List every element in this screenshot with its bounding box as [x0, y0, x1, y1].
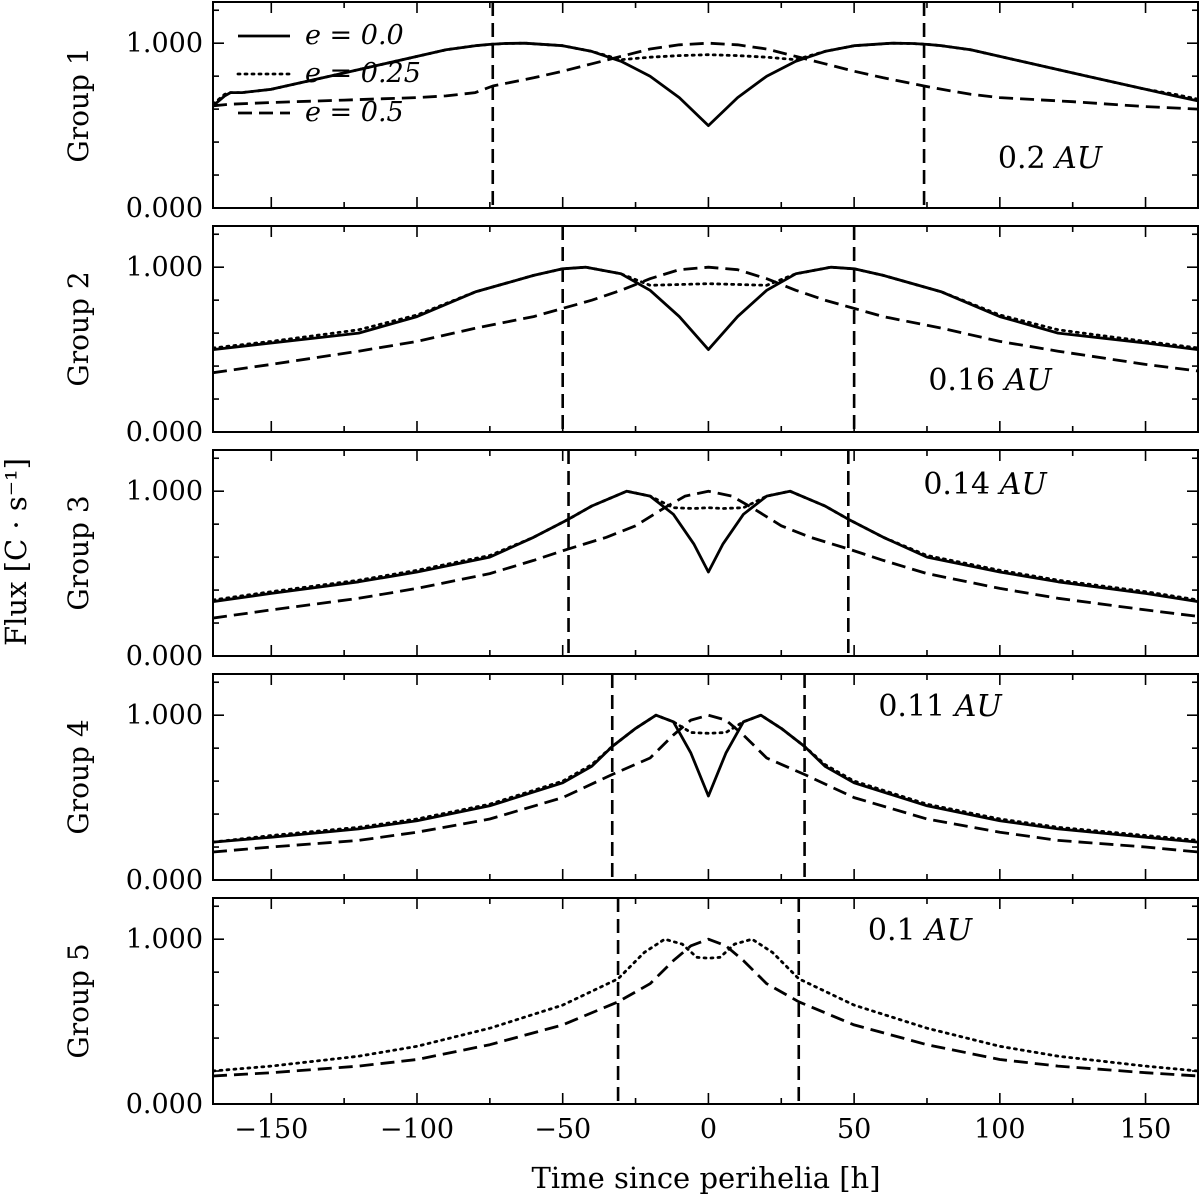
y-axis-label: Flux [C · s⁻¹] [0, 458, 33, 646]
y-tick-label: 1.000 [126, 700, 203, 731]
panel-annotation: 0.16 AU [928, 363, 1053, 398]
x-tick-labels: −150 −100 −50 0 50 100 150 [234, 1114, 1171, 1145]
x-tick-label: −150 [234, 1114, 308, 1145]
panel-frame [212, 449, 1199, 657]
y-tick-label: 1.000 [126, 924, 203, 955]
series-dashed [213, 713, 1198, 854]
y-tick-label: 0.000 [126, 417, 203, 448]
y-tick-label: 0.000 [126, 641, 203, 672]
x-tick-label: −100 [380, 1114, 454, 1145]
y-tick-label: 0.000 [126, 193, 203, 224]
y-tick-label: 1.000 [126, 252, 203, 283]
panel-label: Group 3 [62, 495, 95, 610]
panel-1: 0.000 1.000 Group 1 0.2 AU [62, 1, 1199, 224]
panels: 0.000 1.000 Group 1 0.2 AU 0.000 1.000 Group 2… [62, 1, 1199, 1145]
x-tick-label: 50 [837, 1114, 871, 1145]
plot-area [213, 674, 1198, 880]
plot-area [213, 450, 1198, 656]
panel-frame [212, 673, 1199, 881]
panel-5: 0.000 1.000 Group 5 0.1 AU [62, 897, 1199, 1120]
series-dashed [213, 265, 1198, 375]
panel-label: Group 4 [62, 719, 95, 834]
x-tick-label: −50 [534, 1114, 591, 1145]
series-dotted [213, 489, 1198, 602]
plot-area [213, 898, 1198, 1104]
panel-annotation: 0.11 AU [878, 689, 1003, 724]
legend: e = 0.0 e = 0.25 e = 0.5 [236, 20, 421, 128]
legend-label: e = 0.5 [305, 97, 404, 128]
panel-3: 0.000 1.000 Group 3 0.14 AU [62, 449, 1199, 672]
legend-label: e = 0.0 [305, 20, 404, 51]
series-dashed [213, 41, 1198, 111]
y-tick-label: 1.000 [126, 476, 203, 507]
panel-frame [212, 1, 1199, 209]
x-axis-label: Time since perihelia [h] [531, 1161, 880, 1195]
x-tick-label: 0 [700, 1114, 717, 1145]
panel-annotation: 0.14 AU [923, 467, 1048, 502]
panel-label: Group 5 [62, 943, 95, 1058]
series-dotted [213, 713, 1198, 844]
panel-frame [212, 897, 1199, 1105]
plot-area [213, 2, 1198, 208]
x-tick-label: 100 [974, 1114, 1026, 1145]
series-solid [213, 489, 1198, 603]
panel-annotation: 0.1 AU [868, 913, 974, 948]
panel-frame [212, 225, 1199, 433]
panel-label: Group 1 [62, 47, 95, 162]
legend-label: e = 0.25 [305, 58, 421, 89]
y-tick-label: 0.000 [126, 865, 203, 896]
series-solid [213, 713, 1198, 844]
series-dashed [213, 937, 1198, 1078]
y-tick-label: 0.000 [126, 1089, 203, 1120]
series-dashed [213, 489, 1198, 620]
panel-label: Group 2 [62, 271, 95, 386]
series-dotted [213, 265, 1198, 350]
panel-annotation: 0.2 AU [998, 141, 1104, 176]
series-solid [213, 265, 1198, 351]
y-tick-label: 1.000 [126, 28, 203, 59]
series-dotted [213, 41, 1198, 106]
plot-area [213, 226, 1198, 432]
series-dotted [213, 937, 1198, 1073]
x-tick-label: 150 [1120, 1114, 1172, 1145]
panel-4: 0.000 1.000 Group 4 0.11 AU [62, 673, 1199, 896]
panel-2: 0.000 1.000 Group 2 0.16 AU [62, 225, 1199, 448]
